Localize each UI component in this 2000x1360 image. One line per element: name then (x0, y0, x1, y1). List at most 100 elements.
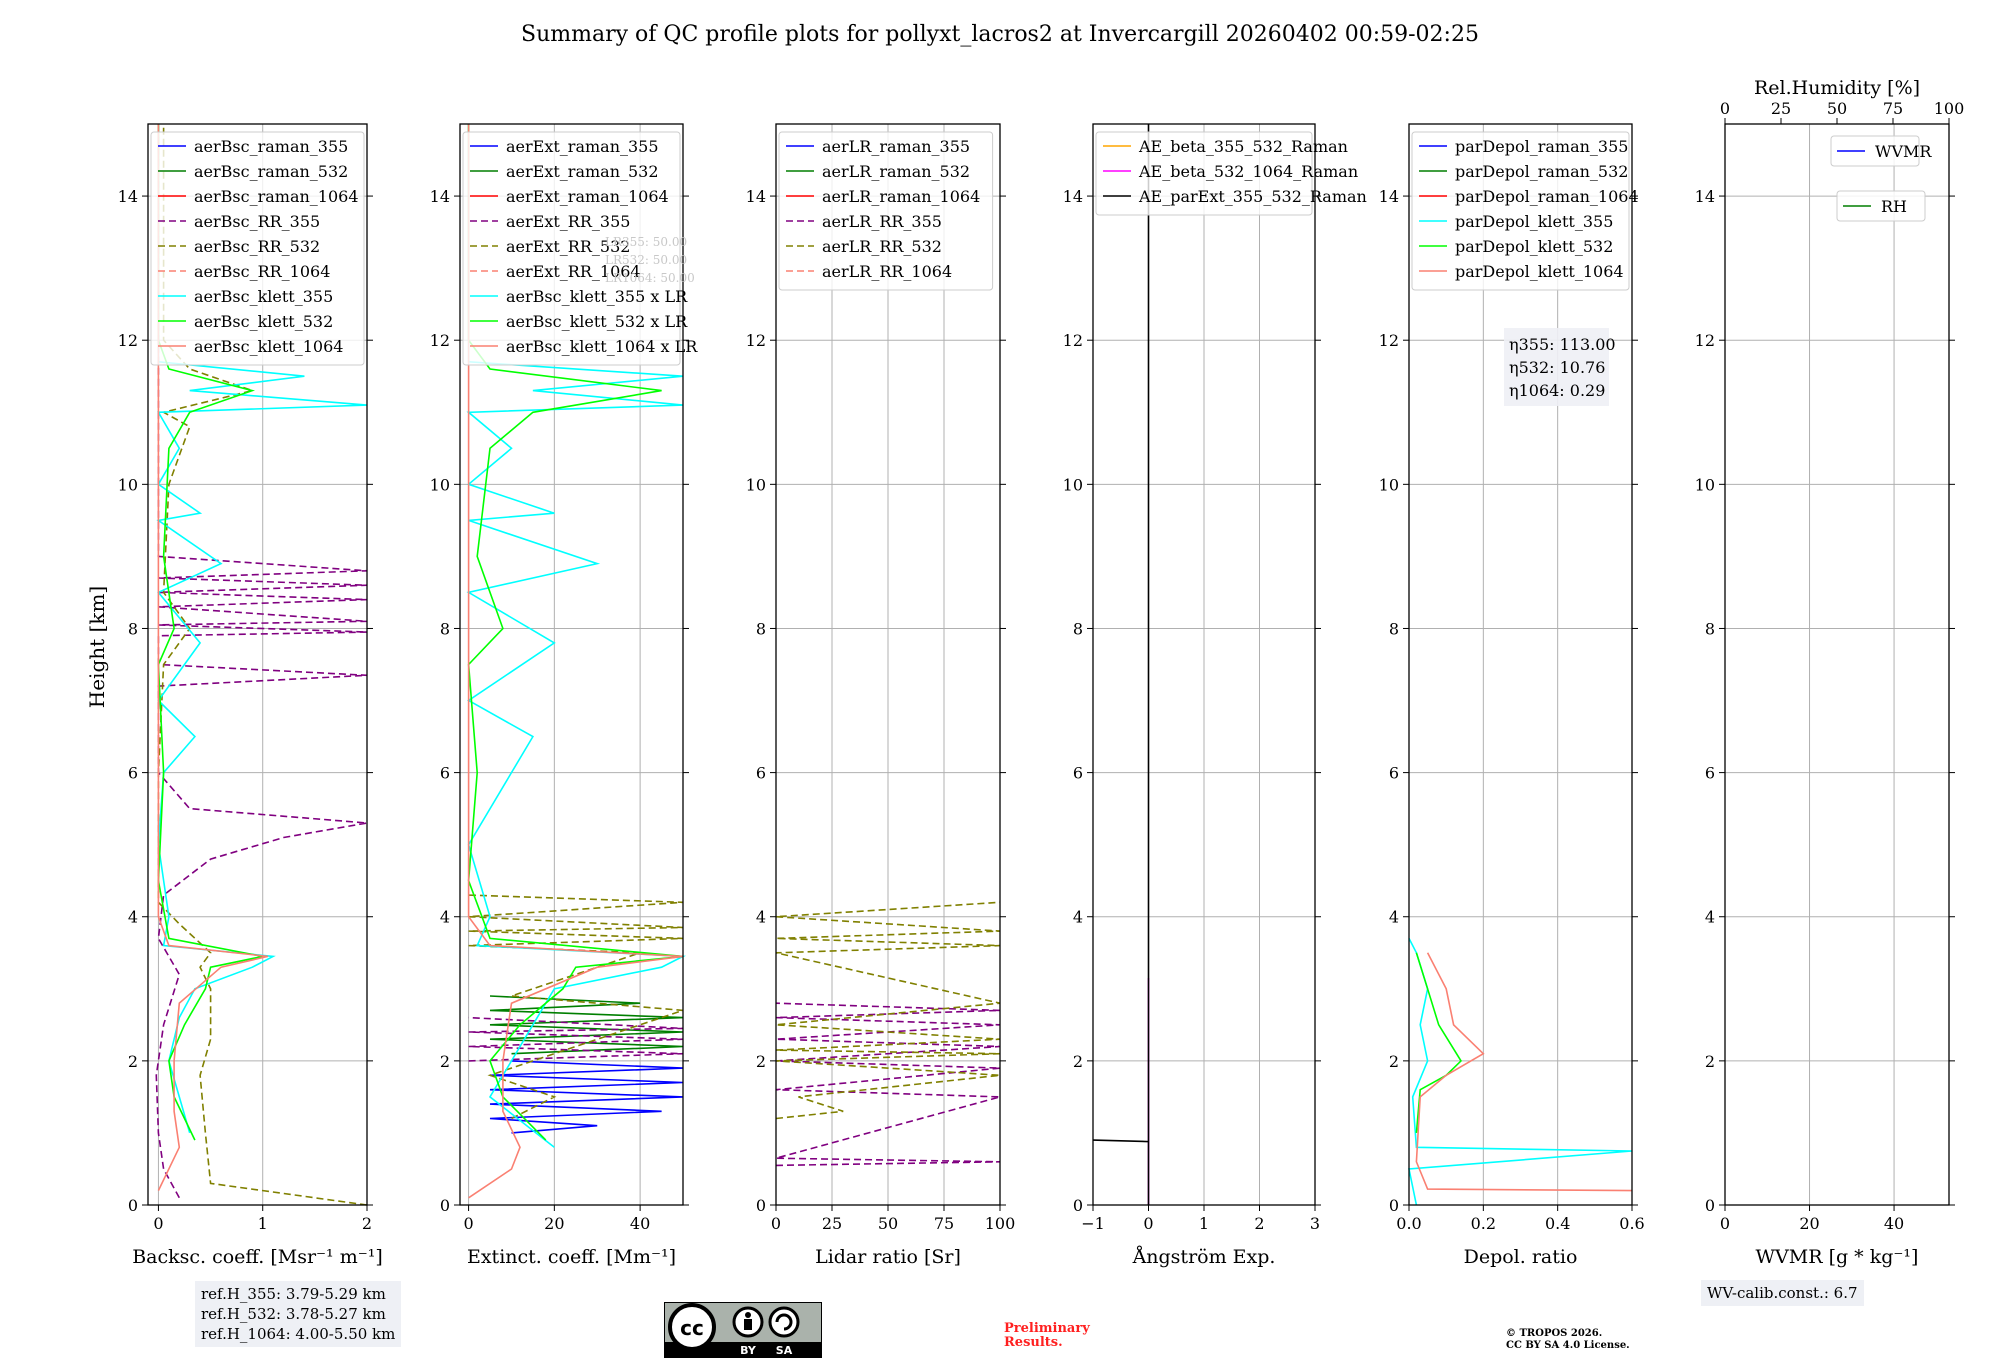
y-tick-label: 4 (1705, 908, 1715, 927)
series-line-parDepol_klett_532 (1415, 952, 1463, 1133)
eta-box (1504, 328, 1609, 406)
series-line-aerBsc_RR_355 (155, 124, 368, 1199)
legend-label: parDepol_raman_532 (1455, 162, 1628, 181)
legend: aerExt_raman_355 aerExt_raman_532 aerExt_r… (462, 131, 698, 366)
y-tick-label: 6 (1389, 764, 1399, 783)
legend-label: aerBsc_klett_532 x LR (506, 312, 688, 331)
series-line-parDepol_klett_355 (1408, 938, 1633, 1206)
legend-label: WVMR (1875, 142, 1932, 161)
lr-klett-line: LR1064: 50.00 (605, 271, 695, 285)
y-tick-label: 8 (1705, 619, 1715, 638)
y-tick-label: 8 (756, 619, 766, 638)
top-x-tick-label: 0 (1720, 99, 1730, 118)
top-x-tick-label: 25 (1771, 99, 1791, 118)
y-tick-label: 0 (1705, 1196, 1715, 1215)
x-tick-label: 50 (878, 1214, 898, 1233)
x-tick-label: 1 (1199, 1214, 1209, 1233)
legend-label: aerExt_raman_532 (506, 162, 659, 181)
panel-wv: 0 20 40 0 2 4 6 8 10 12 14 WVMR [g * kg⁻¹] 0 25 50 75 10… (1695, 77, 1965, 1268)
x-tick-label: 0 (1720, 1214, 1730, 1233)
y-tick-label: 12 (746, 331, 766, 350)
y-tick-label: 2 (1705, 1052, 1715, 1071)
ref-height-355: ref.H_355: 3.79-5.29 km (201, 1285, 386, 1303)
top-x-tick-label: 75 (1883, 99, 1903, 118)
x-axis-label: Ångström Exp. (1132, 1246, 1276, 1268)
legend-label: parDepol_klett_1064 (1455, 262, 1624, 281)
y-tick-label: 8 (440, 619, 450, 638)
legend-label: aerLR_RR_532 (822, 237, 942, 256)
legend-label: aerBsc_raman_355 (194, 137, 348, 156)
x-tick-label: 0.0 (1396, 1214, 1421, 1233)
y-tick-label: 14 (118, 187, 138, 206)
x-tick-label: 25 (822, 1214, 842, 1233)
x-tick-label: −1 (1081, 1214, 1105, 1233)
legend: aerBsc_raman_355 aerBsc_raman_532 aerBsc_r… (150, 131, 365, 366)
ref-height-1064: ref.H_1064: 4.00-5.50 km (201, 1325, 396, 1343)
y-tick-label: 0 (128, 1196, 138, 1215)
y-tick-label: 0 (756, 1196, 766, 1215)
x-tick-label: 40 (630, 1214, 650, 1233)
legend-box (1836, 190, 1926, 222)
cc-badge-text: cc (680, 1316, 704, 1340)
legend-label: parDepol_raman_355 (1455, 137, 1628, 156)
y-tick-label: 4 (756, 908, 766, 927)
legend-label: aerExt_raman_355 (506, 137, 659, 156)
series-line-aerBsc_klett_1064 x LR (467, 124, 684, 1199)
legend-label: aerExt_raman_1064 (506, 187, 669, 206)
y-tick-label: 10 (1063, 475, 1083, 494)
y-tick-label: 4 (128, 908, 138, 927)
legend-label: aerExt_RR_355 (506, 212, 630, 231)
cc-license-badge: cc BY SA (664, 1302, 822, 1358)
y-axis-label: Height [km] (85, 586, 109, 708)
legend-label: aerExt_RR_532 (506, 237, 630, 256)
lr-klett-line: LR532: 50.00 (605, 253, 687, 267)
axes-frame (1724, 123, 1950, 1206)
x-tick-label: 0.2 (1471, 1214, 1496, 1233)
x-tick-label: 2 (362, 1214, 372, 1233)
y-tick-label: 6 (128, 764, 138, 783)
y-tick-label: 6 (1705, 764, 1715, 783)
panel-depol: 0.0 0.2 0.4 0.6 0 2 4 6 8 10 12 14 Depol. ratio parDe… (1379, 123, 1645, 1268)
series-line-AE_parExt_355_532_Raman (1092, 124, 1150, 1205)
x-tick-label: 20 (1799, 1214, 1819, 1233)
legend-label: AE_beta_532_1064_Raman (1138, 162, 1358, 181)
x-tick-label: 1 (258, 1214, 268, 1233)
series-group (1092, 124, 1150, 1205)
legend: aerLR_raman_355 aerLR_raman_532 aerLR_rama… (778, 131, 994, 291)
preliminary-line-1: Preliminary (1004, 1321, 1090, 1336)
legend-label: aerBsc_RR_1064 (194, 262, 330, 281)
legend-label: aerBsc_klett_355 x LR (506, 287, 688, 306)
y-tick-label: 4 (1073, 908, 1083, 927)
y-tick-label: 2 (440, 1052, 450, 1071)
lr-klett-annotation: LR355: 50.00 LR532: 50.00 LR1064: 50.00 (605, 235, 695, 285)
preliminary-note: Preliminary Results. (1004, 1322, 1090, 1350)
legend-label: parDepol_klett_532 (1455, 237, 1613, 256)
x-tick-label: 0 (463, 1214, 473, 1233)
x-tick-label: 3 (1310, 1214, 1320, 1233)
x-axis-label: Backsc. coeff. [Msr⁻¹ m⁻¹] (132, 1246, 383, 1268)
reference-height-box: ref.H_355: 3.79-5.29 km ref.H_532: 3.78-… (195, 1281, 402, 1347)
legend-label: aerBsc_klett_355 (194, 287, 333, 306)
x-axis-label: Lidar ratio [Sr] (815, 1246, 961, 1268)
figure-title: Summary of QC profile plots for pollyxt_… (521, 22, 1479, 47)
legend-box (1830, 135, 1920, 167)
legend-label: aerLR_RR_1064 (822, 262, 952, 281)
y-tick-label: 0 (1389, 1196, 1399, 1215)
legend-label: aerBsc_klett_1064 (194, 337, 343, 356)
legend-label: aerBsc_RR_355 (194, 212, 320, 231)
y-tick-label: 14 (1063, 187, 1083, 206)
legend: parDepol_raman_355 parDepol_raman_532 parD… (1411, 131, 1639, 291)
legend-label: aerLR_RR_355 (822, 212, 942, 231)
lr-klett-line: LR355: 50.00 (605, 235, 687, 249)
x-tick-label: 75 (934, 1214, 954, 1233)
y-tick-label: 10 (1695, 475, 1715, 494)
y-tick-label: 14 (430, 187, 450, 206)
legend-box (1411, 131, 1630, 291)
y-tick-label: 8 (1389, 619, 1399, 638)
copyright-line-1: © TROPOS 2026. (1506, 1328, 1603, 1339)
legend-box (1095, 131, 1313, 216)
legend-box (150, 131, 365, 366)
legend-label: RH (1881, 197, 1907, 216)
